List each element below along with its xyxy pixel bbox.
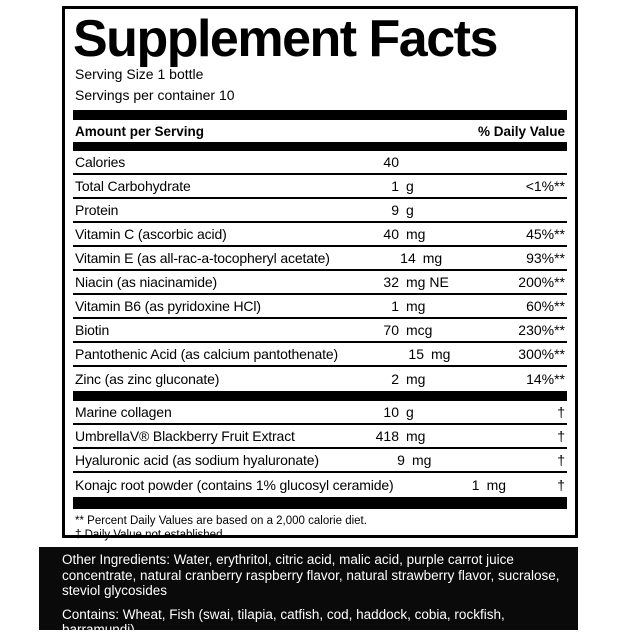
blend-ingredient-unit: g	[406, 404, 414, 420]
nutrient-amount: 40	[383, 154, 399, 170]
nutrient-daily-value: 200%**	[518, 274, 565, 290]
nutrient-unit: mg	[430, 346, 451, 362]
nutrient-row: Calories 40	[73, 151, 567, 175]
footnote-daily-value-not-established: † Daily Value not established.	[75, 529, 226, 541]
blend-ingredient-daily-value: †	[557, 452, 565, 468]
nutrient-amount: 9	[391, 202, 399, 218]
nutrient-amount: 1	[391, 298, 399, 314]
nutrient-unit: mcg	[406, 322, 433, 338]
nutrient-unit: mg	[406, 371, 426, 387]
nutrient-unit: mg	[406, 226, 426, 242]
blend-ingredient-daily-value: †	[557, 428, 565, 444]
nutrient-name: Protein	[75, 202, 119, 218]
nutrient-row: Niacin (as niacinamide) 32 mg NE 200%**	[73, 271, 567, 295]
divider-bar-top	[73, 110, 567, 120]
nutrient-row: Vitamin B6 (as pyridoxine HCl) 1 mg 60%*…	[73, 295, 567, 319]
nutrient-amount: 2	[391, 371, 399, 387]
nutrient-amount: 70	[383, 322, 399, 338]
nutrient-amount: 14	[400, 250, 416, 266]
nutrient-name: Total Carbohydrate	[75, 178, 191, 194]
nutrient-amount: 1	[391, 178, 399, 194]
serving-size: Serving Size 1 bottle	[75, 66, 204, 82]
nutrient-row: Vitamin C (ascorbic acid) 40 mg 45%**	[73, 223, 567, 247]
divider-bar-middle	[73, 391, 567, 401]
blend-ingredient-name: Hyaluronic acid (as sodium hyaluronate)	[75, 452, 319, 468]
blend-ingredient-daily-value: †	[557, 404, 565, 420]
nutrient-unit: mg	[422, 250, 443, 266]
blend-ingredient-unit: mg	[486, 477, 507, 493]
nutrient-daily-value: 60%**	[526, 298, 565, 314]
blend-row: Hyaluronic acid (as sodium hyaluronate) …	[73, 449, 567, 473]
nutrient-daily-value: 14%**	[526, 371, 565, 387]
amount-per-serving-header: Amount per Serving	[75, 123, 205, 139]
nutrient-row: Biotin 70 mcg 230%**	[73, 319, 567, 343]
divider-bar-bottom	[73, 497, 567, 509]
nutrient-unit: g	[406, 202, 414, 218]
daily-value-header: % Daily Value	[477, 123, 565, 139]
supplement-facts-panel: Supplement Facts Serving Size 1 bottle S…	[62, 6, 578, 541]
nutrient-row: Zinc (as zinc gluconate) 2 mg 14%**	[73, 367, 567, 391]
nutrient-daily-value: 300%**	[518, 346, 565, 362]
nutrient-unit: mg	[406, 298, 426, 314]
servings-per-container: Servings per container 10	[75, 87, 235, 103]
table-header-row: Amount per Serving % Daily Value	[73, 120, 567, 142]
blend-ingredient-amount: 9	[397, 452, 405, 468]
blend-ingredient-name: Marine collagen	[75, 404, 172, 420]
blend-ingredient-daily-value: †	[557, 477, 565, 493]
other-ingredients-panel: Other Ingredients: Water, erythritol, ci…	[39, 547, 578, 637]
nutrient-daily-value: 230%**	[518, 322, 565, 338]
blend-row: Marine collagen 10 g †	[73, 401, 567, 425]
nutrient-name: Biotin	[75, 322, 110, 338]
nutrient-name: Vitamin B6 (as pyridoxine HCl)	[75, 298, 261, 314]
nutrient-row: Total Carbohydrate 1 g <1%**	[73, 175, 567, 199]
blend-ingredient-amount: 1	[471, 477, 480, 493]
blend-ingredient-unit: mg	[411, 452, 432, 468]
divider-bar-header	[73, 142, 567, 151]
nutrient-unit: mg NE	[406, 274, 449, 290]
blend-ingredient-unit: mg	[406, 428, 426, 444]
nutrient-amount: 32	[383, 274, 399, 290]
supplement-facts-title: Supplement Facts	[73, 10, 498, 68]
blend-ingredient-name: Konajc root powder (contains 1% glucosyl…	[75, 477, 394, 493]
nutrient-name: Vitamin E (as all-rac-a-tocopheryl aceta…	[75, 250, 330, 266]
nutrient-daily-value: <1%**	[525, 178, 565, 194]
nutrient-rows: Calories 40 Total Carbohydrate 1 g <1%**…	[73, 151, 567, 391]
other-ingredients-text: Other Ingredients: Water, erythritol, ci…	[62, 552, 560, 598]
nutrient-row: Protein 9 g	[73, 199, 567, 223]
nutrient-amount: 40	[383, 226, 399, 242]
blend-ingredient-amount: 10	[383, 404, 399, 420]
footnotes: ** Percent Daily Values are based on a 2…	[73, 509, 567, 542]
blend-ingredient-name: UmbrellaV® Blackberry Fruit Extract	[75, 428, 295, 444]
blend-rows: Marine collagen 10 g † UmbrellaV® Blackb…	[73, 401, 567, 497]
nutrient-name: Vitamin C (ascorbic acid)	[75, 226, 227, 242]
nutrient-name: Pantothenic Acid (as calcium pantothenat…	[75, 346, 338, 362]
blend-row: Konajc root powder (contains 1% glucosyl…	[73, 473, 567, 497]
blend-row: UmbrellaV® Blackberry Fruit Extract 418 …	[73, 425, 567, 449]
footnote-daily-value-basis: ** Percent Daily Values are based on a 2…	[75, 515, 367, 527]
nutrient-amount: 15	[408, 346, 424, 362]
nutrient-name: Niacin (as niacinamide)	[75, 274, 218, 290]
contains-allergens-text: Contains: Wheat, Fish (swai, tilapia, ca…	[62, 606, 505, 638]
nutrient-name: Zinc (as zinc gluconate)	[75, 371, 220, 387]
blend-ingredient-amount: 418	[375, 428, 399, 444]
nutrient-row: Pantothenic Acid (as calcium pantothenat…	[73, 343, 567, 367]
nutrient-daily-value: 45%**	[526, 226, 565, 242]
nutrient-row: Vitamin E (as all-rac-a-tocopheryl aceta…	[73, 247, 567, 271]
nutrient-daily-value: 93%**	[526, 250, 565, 266]
nutrient-unit: g	[406, 178, 414, 194]
nutrient-name: Calories	[75, 154, 126, 170]
